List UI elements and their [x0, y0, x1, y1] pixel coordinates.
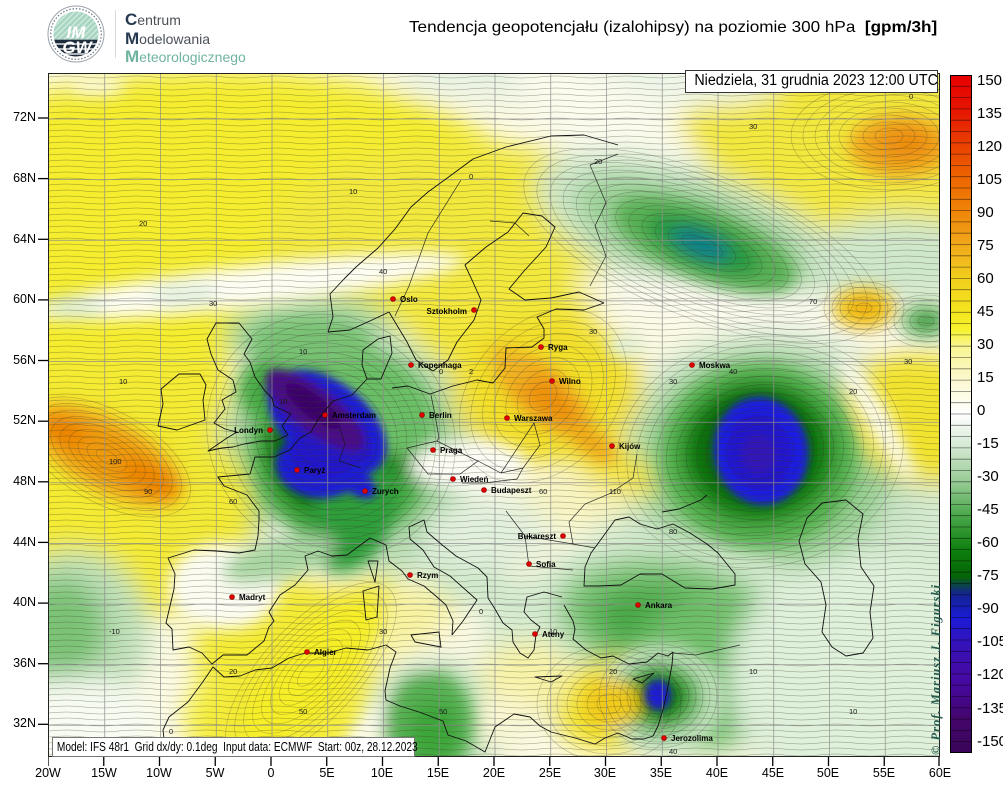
- svg-text:Kijów: Kijów: [619, 442, 641, 451]
- svg-text:0: 0: [169, 727, 173, 736]
- svg-text:Zurych: Zurych: [372, 487, 399, 496]
- svg-text:Oslo: Oslo: [400, 295, 418, 304]
- svg-text:Ankara: Ankara: [645, 601, 673, 610]
- svg-text:20: 20: [609, 667, 617, 676]
- svg-text:70: 70: [809, 297, 817, 306]
- svg-text:10: 10: [749, 667, 757, 676]
- svg-text:30: 30: [209, 299, 217, 308]
- svg-text:10: 10: [299, 347, 307, 356]
- svg-text:Londyn: Londyn: [234, 426, 263, 435]
- svg-text:90: 90: [144, 487, 152, 496]
- svg-text:50: 50: [439, 707, 447, 716]
- svg-text:40: 40: [669, 747, 677, 756]
- svg-text:30: 30: [749, 122, 757, 131]
- svg-text:50: 50: [299, 707, 307, 716]
- svg-text:Algier: Algier: [314, 648, 337, 657]
- svg-text:30: 30: [589, 327, 597, 336]
- svg-text:10: 10: [849, 707, 857, 716]
- svg-text:Moskwa: Moskwa: [699, 361, 731, 370]
- svg-text:0: 0: [469, 172, 473, 181]
- svg-text:Ryga: Ryga: [548, 343, 568, 352]
- svg-text:Berlin: Berlin: [429, 411, 452, 420]
- svg-text:10: 10: [119, 377, 127, 386]
- svg-text:10: 10: [349, 187, 357, 196]
- svg-text:Warszawa: Warszawa: [514, 414, 553, 423]
- svg-text:10: 10: [549, 627, 557, 636]
- svg-text:GW: GW: [62, 38, 93, 57]
- svg-text:100: 100: [109, 457, 122, 466]
- svg-text:20: 20: [229, 667, 237, 676]
- svg-text:0: 0: [909, 92, 913, 101]
- svg-text:Kopenhaga: Kopenhaga: [418, 361, 462, 370]
- svg-text:10: 10: [279, 397, 287, 406]
- svg-text:20: 20: [849, 387, 857, 396]
- svg-text:30: 30: [379, 627, 387, 636]
- svg-text:Sofia: Sofia: [536, 560, 556, 569]
- svg-text:60: 60: [229, 497, 237, 506]
- svg-text:Sztokholm: Sztokholm: [427, 307, 467, 316]
- svg-text:Rzym: Rzym: [417, 571, 438, 580]
- svg-text:-10: -10: [109, 627, 120, 636]
- svg-text:40: 40: [379, 267, 387, 276]
- svg-text:Wiedeń: Wiedeń: [460, 475, 488, 484]
- svg-text:40: 40: [729, 367, 737, 376]
- svg-text:30: 30: [669, 377, 677, 386]
- svg-text:Praga: Praga: [440, 446, 463, 455]
- svg-text:80: 80: [669, 527, 677, 536]
- svg-text:0: 0: [479, 607, 483, 616]
- svg-text:IM: IM: [67, 23, 87, 42]
- svg-text:Ateny: Ateny: [542, 630, 565, 639]
- svg-text:20: 20: [139, 219, 147, 228]
- svg-text:Jerozolima: Jerozolima: [671, 734, 713, 743]
- svg-text:30: 30: [904, 357, 912, 366]
- svg-text:Bukareszt: Bukareszt: [518, 532, 557, 541]
- svg-text:60: 60: [539, 487, 547, 496]
- svg-text:Paryż: Paryż: [304, 466, 325, 475]
- svg-text:Budapeszt: Budapeszt: [491, 486, 532, 495]
- svg-text:Madryt: Madryt: [239, 593, 266, 602]
- svg-text:110: 110: [609, 487, 621, 496]
- svg-text:Wilno: Wilno: [559, 377, 581, 386]
- svg-text:Amsterdam: Amsterdam: [332, 411, 376, 420]
